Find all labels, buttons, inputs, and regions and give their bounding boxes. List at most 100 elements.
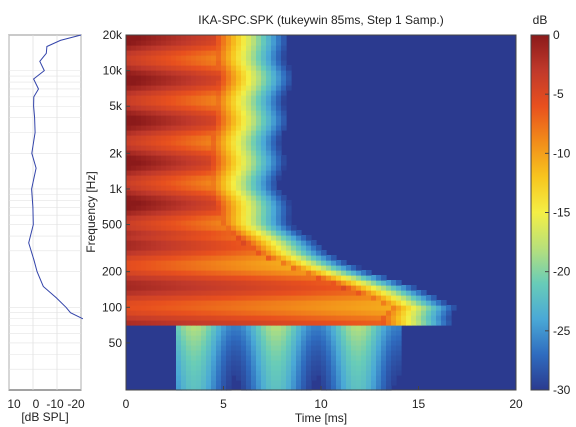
- heatmap-cell: [171, 125, 177, 131]
- heatmap-cell: [271, 295, 277, 301]
- heatmap-cell: [181, 300, 187, 306]
- heatmap-cell: [276, 305, 282, 311]
- heatmap-cell: [161, 255, 167, 261]
- heatmap-cell: [191, 260, 197, 266]
- heatmap-cell: [136, 310, 142, 316]
- heatmap-cell: [271, 360, 277, 366]
- heatmap-cell: [131, 90, 137, 96]
- heatmap-cell: [306, 265, 312, 271]
- heatmap-cell: [196, 220, 202, 226]
- heatmap-cell: [171, 260, 177, 266]
- heatmap-cell: [266, 135, 272, 141]
- heatmap-cell: [341, 330, 347, 336]
- heatmap-cell: [301, 275, 307, 281]
- heatmap-cell: [196, 65, 202, 71]
- heatmap-cell: [371, 360, 377, 366]
- heatmap-cell: [231, 320, 237, 326]
- heatmap-cell: [206, 300, 212, 306]
- heatmap-cell: [271, 185, 277, 191]
- heatmap-cell: [281, 215, 287, 221]
- heatmap-cell: [136, 280, 142, 286]
- heatmap-cell: [131, 160, 137, 166]
- heatmap-cell: [201, 70, 207, 76]
- heatmap-cell: [246, 320, 252, 326]
- heatmap-cell: [241, 320, 247, 326]
- heatmap-cell: [136, 315, 142, 321]
- heatmap-cell: [161, 170, 167, 176]
- heatmap-cell: [221, 265, 227, 271]
- heatmap-cell: [346, 335, 352, 341]
- heatmap-cell: [201, 50, 207, 56]
- heatmap-cell: [156, 80, 162, 86]
- heatmap-cell: [216, 230, 222, 236]
- heatmap-cell: [141, 55, 147, 61]
- heatmap-cell: [141, 50, 147, 56]
- heatmap-cell: [161, 295, 167, 301]
- heatmap-cell: [146, 290, 152, 296]
- x-tick-label: 15: [412, 397, 426, 411]
- heatmap-cell: [321, 285, 327, 291]
- heatmap-cell: [276, 365, 282, 371]
- heatmap-cell: [196, 245, 202, 251]
- heatmap-cell: [276, 165, 282, 171]
- heatmap-cell: [161, 50, 167, 56]
- heatmap-cell: [141, 145, 147, 151]
- heatmap-cell: [351, 325, 357, 331]
- heatmap-cell: [231, 205, 237, 211]
- heatmap-cell: [326, 385, 332, 391]
- heatmap-cell: [296, 315, 302, 321]
- heatmap-cell: [221, 255, 227, 261]
- heatmap-cell: [286, 380, 292, 386]
- heatmap-cell: [246, 100, 252, 106]
- heatmap-cell: [186, 130, 192, 136]
- heatmap-cell: [241, 335, 247, 341]
- heatmap-cell: [136, 290, 142, 296]
- heatmap-cell: [431, 315, 437, 321]
- heatmap-cell: [136, 145, 142, 151]
- heatmap-cell: [281, 370, 287, 376]
- heatmap-cell: [126, 230, 132, 236]
- heatmap-cell: [226, 365, 232, 371]
- heatmap-cell: [206, 315, 212, 321]
- heatmap-cell: [176, 80, 182, 86]
- heatmap-cell: [336, 355, 342, 361]
- heatmap-cell: [196, 250, 202, 256]
- heatmap-cell: [386, 340, 392, 346]
- heatmap-cell: [266, 230, 272, 236]
- heatmap-cell: [366, 385, 372, 391]
- heatmap-cell: [291, 250, 297, 256]
- heatmap-cell: [201, 155, 207, 161]
- heatmap-cell: [261, 90, 267, 96]
- heatmap-cell: [266, 210, 272, 216]
- heatmap-cell: [226, 175, 232, 181]
- heatmap-cell: [446, 305, 452, 311]
- heatmap-cell: [171, 195, 177, 201]
- heatmap-cell: [216, 50, 222, 56]
- heatmap-cell: [236, 150, 242, 156]
- heatmap-cell: [241, 260, 247, 266]
- heatmap-cell: [211, 85, 217, 91]
- heatmap-cell: [176, 210, 182, 216]
- heatmap-cell: [216, 35, 222, 41]
- heatmap-cell: [186, 160, 192, 166]
- heatmap-cell: [216, 350, 222, 356]
- heatmap-cell: [196, 315, 202, 321]
- heatmap-cell: [301, 265, 307, 271]
- heatmap-cell: [141, 315, 147, 321]
- heatmap-cell: [221, 280, 227, 286]
- heatmap-cell: [186, 115, 192, 121]
- heatmap-cell: [376, 355, 382, 361]
- heatmap-cell: [206, 80, 212, 86]
- heatmap-cell: [141, 295, 147, 301]
- heatmap-cell: [321, 345, 327, 351]
- heatmap-cell: [316, 310, 322, 316]
- heatmap-cell: [386, 310, 392, 316]
- heatmap-cell: [181, 165, 187, 171]
- heatmap-cell: [276, 275, 282, 281]
- heatmap-cell: [281, 305, 287, 311]
- heatmap-cell: [131, 215, 137, 221]
- heatmap-cell: [126, 265, 132, 271]
- heatmap-cell: [216, 45, 222, 51]
- heatmap-cell: [246, 210, 252, 216]
- heatmap-cell: [166, 260, 172, 266]
